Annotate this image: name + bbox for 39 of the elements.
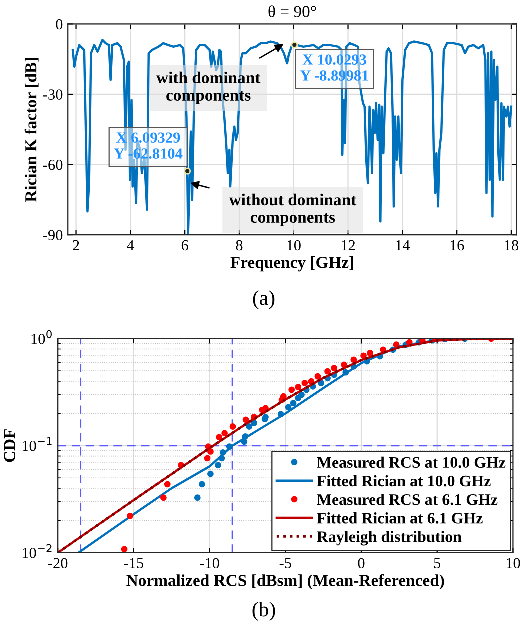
legend-label: Fitted Rician at 10.0 GHz <box>317 475 491 487</box>
y-tick-label: -60 <box>43 160 63 170</box>
annotation: without dominant components <box>229 194 357 226</box>
text: (a) <box>253 290 275 310</box>
x-tick-label: 10 <box>506 558 520 569</box>
legend-label: Rayleigh distribution <box>317 531 462 546</box>
x-tick-label: 10 <box>288 240 301 251</box>
x-tick-label: 5 <box>434 558 441 569</box>
y-tick-label: -30 <box>43 90 63 100</box>
y-tick-label: 10$^{−2}$ <box>22 544 52 558</box>
annotation: X 10.0293 Y -8.89981 <box>300 54 368 81</box>
x-tick-label: 0 <box>358 558 365 569</box>
x-axis-title: Normalized RCS [dBsm] (Mean-Referenced) <box>126 574 444 590</box>
legend-label: Fitted Rician at 6.1 GHz <box>317 512 483 524</box>
legend-label: Measured RCS at 6.1 GHz <box>317 494 498 506</box>
x-tick-label: 12 <box>342 240 356 251</box>
y-tick-label: 10$^{−1}$ <box>22 437 52 452</box>
x-axis-title: Frequency [GHz] <box>230 256 354 272</box>
y-tick-label: 10$^{0}$ <box>32 330 52 344</box>
x-tick-label: -10 <box>200 558 220 569</box>
text: (b) <box>252 602 276 621</box>
y-axis-title: Rician K factor [dB] <box>24 58 39 202</box>
x-tick-label: 16 <box>450 240 464 251</box>
x-tick-label: -20 <box>48 558 68 569</box>
x-tick-label: 4 <box>127 240 134 251</box>
y-axis-title: CDF <box>4 430 16 462</box>
x-tick-label: 8 <box>236 240 243 251</box>
x-tick-label: -5 <box>280 558 292 569</box>
y-tick-label: -90 <box>43 230 63 241</box>
y-tick-label: 0 <box>56 19 63 30</box>
legend-label: Measured RCS at 10.0 GHz <box>317 456 506 468</box>
x-tick-label: 6 <box>182 240 188 251</box>
x-tick-label: -15 <box>124 558 144 569</box>
annotation: with dominant components <box>156 72 261 104</box>
x-tick-label: 18 <box>505 240 519 251</box>
chart-title: θ = 90° <box>268 6 316 18</box>
x-tick-label: 2 <box>73 240 80 251</box>
x-tick-label: 14 <box>396 240 410 251</box>
annotation: X 6.09329 Y -62.8104 <box>114 132 183 160</box>
